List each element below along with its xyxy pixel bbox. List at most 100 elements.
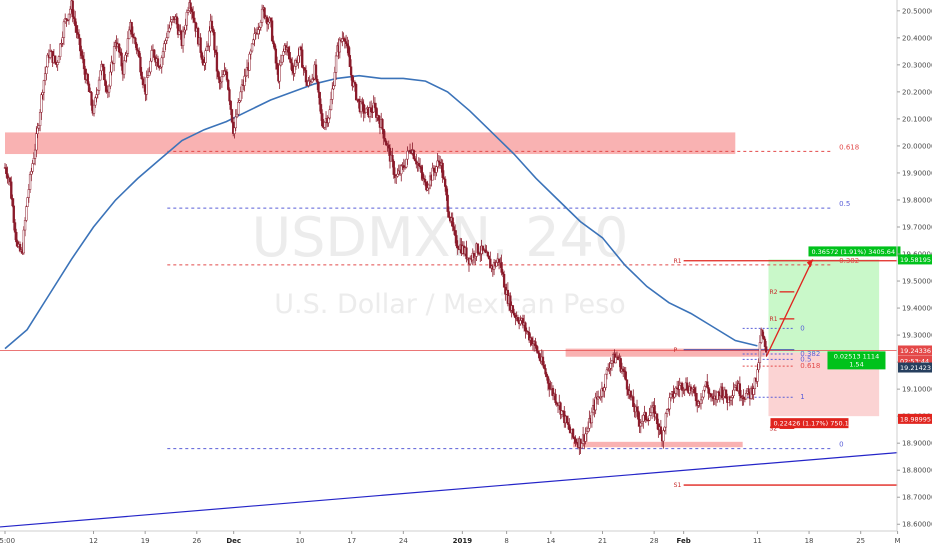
candle-body [130, 22, 133, 35]
candle-body [120, 52, 123, 67]
candle-body [605, 369, 609, 375]
candle-body [288, 52, 291, 60]
candle-body [703, 386, 706, 391]
candle-body [145, 77, 148, 95]
candle-body [323, 122, 326, 128]
candle-body [534, 341, 537, 346]
candle-body [377, 115, 380, 121]
candle-body [650, 406, 654, 414]
x-tick-label: 21 [598, 537, 607, 545]
candle-body [139, 56, 142, 73]
candle-body [65, 18, 68, 21]
candle-body [243, 75, 246, 86]
candle-body [279, 61, 283, 66]
candle-body [635, 406, 639, 412]
candle-body [664, 413, 668, 428]
price-tag-box [898, 345, 932, 356]
candle-body [287, 47, 290, 53]
candle-body [706, 381, 709, 388]
candle-body [465, 247, 468, 260]
candle-body [107, 85, 111, 93]
candle-body [353, 81, 357, 85]
candle-body [318, 91, 321, 105]
candle-body [33, 149, 37, 159]
candle-body [329, 99, 333, 110]
candle-body [625, 379, 629, 390]
candle-body [432, 167, 436, 172]
candle-body [756, 369, 759, 382]
candle-body [54, 55, 57, 63]
candle-body [96, 90, 99, 95]
target-label-box [808, 246, 901, 257]
candle-body [585, 431, 589, 435]
candle-body [551, 388, 555, 397]
candle-body [487, 255, 491, 260]
candle-body [95, 94, 98, 99]
y-tick-label: 19.80000 [902, 196, 932, 204]
candle-body [333, 72, 336, 86]
x-tick-label: Dec [226, 537, 241, 545]
ratio-sub-label: 1.54 [849, 360, 863, 368]
candle-body [191, 11, 195, 19]
candle-body [156, 58, 160, 67]
candle-body [45, 66, 48, 74]
ratio-label-box [827, 351, 886, 370]
candle-body [659, 426, 663, 435]
candle-body [104, 79, 107, 86]
candle-body [763, 338, 767, 347]
x-tick-label: 14 [546, 537, 555, 545]
candle-body [662, 430, 665, 442]
candle-body [435, 166, 438, 173]
candle-body [280, 54, 284, 63]
candle-body [314, 64, 318, 80]
pivot-label: R1 [770, 316, 778, 323]
projection-arrowhead [806, 259, 813, 268]
price-tag: 18.98995 [900, 415, 931, 423]
candle-body [40, 94, 43, 113]
candle-body [77, 34, 81, 39]
candle-body [141, 78, 145, 85]
candle-body [541, 356, 545, 366]
price-tag: 19.24336 [900, 347, 931, 355]
candle-body [150, 50, 153, 62]
x-tick-label: 24 [399, 537, 408, 545]
candle-body [699, 399, 703, 405]
candle-body [37, 125, 41, 129]
candle-body [354, 84, 358, 101]
fib-small-label: 0.5 [800, 355, 811, 363]
candle-body [233, 127, 236, 134]
candle-body [11, 198, 14, 207]
candle-body [417, 163, 420, 167]
candle-body [653, 405, 656, 418]
candle-body [23, 220, 27, 231]
y-tick-label: 20.50000 [902, 7, 932, 15]
y-tick-label: 20.20000 [902, 88, 932, 96]
candle-body [559, 402, 562, 415]
candle-body [165, 37, 168, 41]
candle-body [270, 20, 274, 42]
candle-body [13, 222, 17, 233]
candle-body [349, 66, 353, 76]
candle-body [36, 127, 39, 134]
candle-body [347, 45, 350, 56]
candle-body [406, 150, 409, 160]
candle-body [580, 443, 584, 449]
candle-body [148, 71, 151, 76]
candle-body [161, 51, 165, 59]
candle-body [501, 272, 504, 275]
candle-body [291, 62, 294, 72]
pivot-label: S1 [674, 482, 682, 489]
candle-body [208, 30, 211, 47]
x-tick-label: 17 [347, 537, 356, 545]
candle-body [263, 7, 266, 19]
candle-body [131, 34, 135, 38]
candle-body [67, 13, 71, 21]
candle-body [109, 71, 112, 87]
candle-body [249, 50, 252, 55]
candle-body [22, 229, 25, 254]
candle-body [624, 371, 627, 381]
price-tag: 19.21423 [900, 364, 931, 372]
candle-body [622, 368, 625, 372]
